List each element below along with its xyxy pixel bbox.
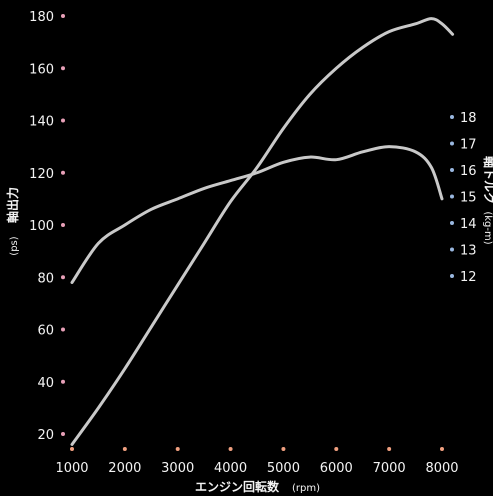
x-tick-label: 8000 [425,461,458,476]
left-tick-dot [61,432,65,436]
x-tick-dot [281,447,286,451]
left-tick-label: 80 [37,271,54,286]
left-tick-label: 140 [29,115,54,130]
left-tick-dot [61,66,65,71]
right-tick-label: 18 [460,111,477,126]
left-tick-dot [61,14,65,18]
left-tick-dot [61,379,65,384]
right-tick-label: 15 [460,191,477,206]
x-tick-label: 5000 [267,461,300,476]
x-tick-dot [440,447,444,451]
left-tick-dot [61,275,65,280]
x-axis-unit: (rpm) [292,483,320,494]
x-tick-dot [70,447,74,451]
left-axis-unit: (ps) [9,236,20,255]
right-axis-title: 軸トルク [482,156,493,204]
right-axis-ticks: 12 13 14 15 16 17 18 [450,111,477,285]
right-tick-dot [450,247,454,252]
x-tick-dot [122,447,127,451]
left-tick-label: 40 [37,376,54,391]
left-axis-ticks: 20 40 60 80 100 120 140 160 180 [29,10,65,443]
left-tick-label: 20 [37,428,54,443]
right-axis-unit: (kg-m) [482,211,493,244]
right-tick-label: 13 [460,244,477,259]
right-tick-dot [450,168,454,172]
right-tick-label: 16 [460,164,477,179]
x-tick-label: 7000 [373,461,406,476]
x-tick-label: 1000 [55,461,88,476]
right-tick-label: 17 [460,138,477,153]
x-axis-ticks: 1000 2000 3000 4000 5000 6000 7000 8000 [55,447,459,476]
left-tick-dot [61,327,65,332]
x-tick-label: 4000 [214,461,247,476]
x-tick-dot [387,447,392,451]
right-tick-dot [450,141,454,146]
left-tick-label: 100 [29,219,54,234]
right-tick-label: 14 [460,217,477,232]
left-tick-label: 160 [29,62,54,77]
x-tick-label: 3000 [161,461,194,476]
left-tick-dot [61,118,65,123]
left-tick-dot [61,223,65,227]
x-tick-dot [228,447,233,451]
left-tick-label: 120 [29,167,54,182]
right-tick-label: 12 [460,270,477,285]
x-tick-dot [175,447,180,451]
right-tick-dot [450,221,454,225]
left-axis-title: 軸出力 [5,187,20,223]
power-curve [70,17,455,446]
x-tick-label: 6000 [320,461,353,476]
left-tick-label: 60 [37,324,54,339]
left-tick-dot [61,170,65,175]
torque-curve [70,145,444,284]
series-layer [70,17,455,446]
right-tick-dot [450,274,454,278]
x-tick-dot [334,447,339,451]
x-axis-title: エンジン回転数 [195,479,280,494]
left-tick-label: 180 [29,10,54,25]
right-tick-dot [450,115,454,119]
right-tick-dot [450,194,454,199]
x-tick-label: 2000 [108,461,141,476]
